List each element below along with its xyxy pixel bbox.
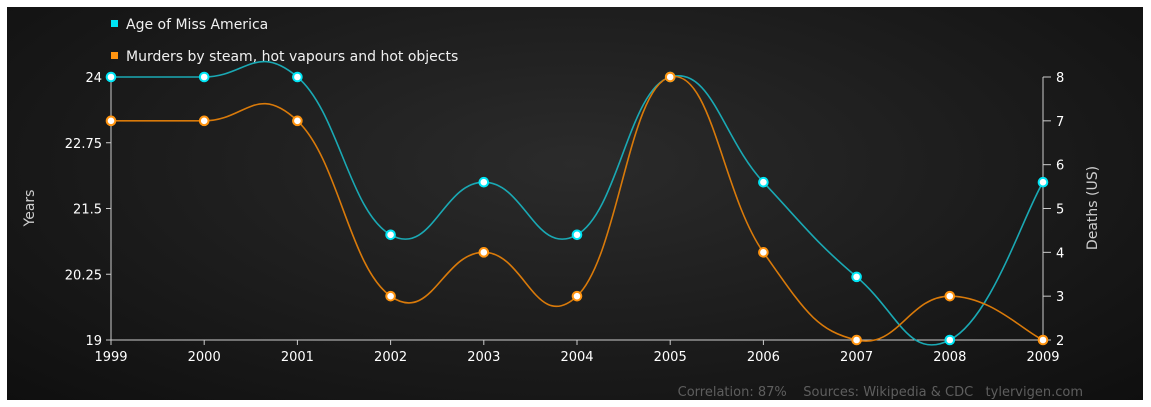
x-tick-label: 2003 bbox=[467, 350, 500, 365]
footer-credits: Correlation: 87% Sources: Wikipedia & CD… bbox=[678, 385, 1083, 400]
y-tick-label-left: 19 bbox=[85, 334, 102, 349]
x-tick-label: 2001 bbox=[281, 350, 314, 365]
series-1-point bbox=[385, 290, 396, 302]
y-tick-label-left: 22.75 bbox=[65, 137, 102, 152]
x-tick-label: 2002 bbox=[374, 350, 407, 365]
x-tick-label: 2004 bbox=[560, 350, 593, 365]
markers-layer bbox=[105, 71, 1049, 346]
x-tick-label: 2007 bbox=[840, 350, 873, 365]
chart-panel: Age of Miss America Murders by steam, ho… bbox=[7, 7, 1143, 400]
y-tick-label-right: 2 bbox=[1056, 334, 1064, 349]
x-tick-label: 2009 bbox=[1026, 350, 1059, 365]
series-1-point bbox=[944, 290, 956, 302]
series-0-point bbox=[292, 71, 303, 83]
y-tick-label-right: 5 bbox=[1056, 203, 1064, 218]
chart-svg: Age of Miss America Murders by steam, ho… bbox=[22, 17, 1101, 400]
series-0-point bbox=[758, 176, 769, 188]
series-1-point bbox=[664, 71, 676, 83]
y-tick-label-right: 4 bbox=[1056, 246, 1064, 261]
series-0-point bbox=[1037, 176, 1049, 188]
x-tick-label: 2000 bbox=[188, 350, 221, 365]
series-1-point bbox=[478, 247, 490, 258]
series-line-0 bbox=[111, 60, 1044, 346]
x-tick-label: 2006 bbox=[747, 350, 780, 365]
series-0-point bbox=[851, 271, 862, 283]
series-0-point bbox=[198, 71, 210, 83]
x-tick-label: 2005 bbox=[654, 350, 687, 365]
y-tick-label-left: 20.25 bbox=[65, 268, 102, 283]
series-1-point bbox=[851, 334, 862, 346]
legend-swatch-murders bbox=[111, 52, 118, 59]
y-tick-label-left: 21.5 bbox=[73, 203, 102, 218]
ticks-layer: 19 20.25 21.5 22.75 24 2 3 4 5 6 7 8 1999 2000 2001 200… bbox=[65, 71, 1065, 365]
legend: Age of Miss America Murders by steam, ho… bbox=[111, 17, 458, 65]
y-axis-title-left: Years bbox=[22, 190, 38, 228]
series-0-point bbox=[385, 229, 396, 241]
series-1-point bbox=[758, 247, 769, 258]
series-0-point bbox=[105, 71, 117, 83]
series-0-point bbox=[571, 229, 583, 241]
x-tick-label: 2008 bbox=[933, 350, 966, 365]
series-layer bbox=[111, 60, 1044, 346]
y-tick-label-right: 6 bbox=[1056, 159, 1064, 174]
series-1-point bbox=[571, 290, 583, 302]
legend-label-murders: Murders by steam, hot vapours and hot ob… bbox=[126, 49, 458, 65]
series-1-point bbox=[198, 115, 210, 127]
series-0-point bbox=[478, 176, 490, 188]
series-0-point bbox=[944, 334, 956, 346]
series-1-point bbox=[1037, 334, 1049, 346]
y-axis-title-right: Deaths (US) bbox=[1085, 166, 1101, 250]
x-tick-label: 1999 bbox=[94, 350, 127, 365]
legend-swatch-miss-america bbox=[111, 20, 118, 27]
y-tick-label-left: 24 bbox=[85, 71, 102, 86]
series-1-point bbox=[292, 115, 303, 127]
legend-label-miss-america: Age of Miss America bbox=[126, 17, 268, 33]
y-tick-label-right: 8 bbox=[1056, 71, 1064, 86]
series-1-point bbox=[105, 115, 117, 127]
y-tick-label-right: 3 bbox=[1056, 290, 1064, 305]
y-tick-label-right: 7 bbox=[1056, 115, 1064, 130]
